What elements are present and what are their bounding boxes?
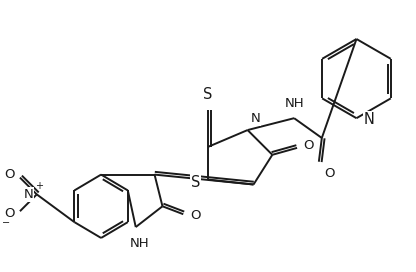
Text: NH: NH [284,97,304,110]
Text: O: O [190,209,201,222]
Text: O: O [5,168,15,181]
Text: NH: NH [130,237,149,250]
Text: S: S [203,87,213,102]
Text: O: O [324,167,334,180]
Text: +: + [35,181,43,191]
Text: N: N [250,112,260,125]
Text: S: S [191,175,200,190]
Text: O: O [303,139,314,152]
Text: O: O [5,207,15,220]
Text: N: N [364,112,374,127]
Text: N: N [24,188,34,201]
Text: −: − [2,218,10,228]
